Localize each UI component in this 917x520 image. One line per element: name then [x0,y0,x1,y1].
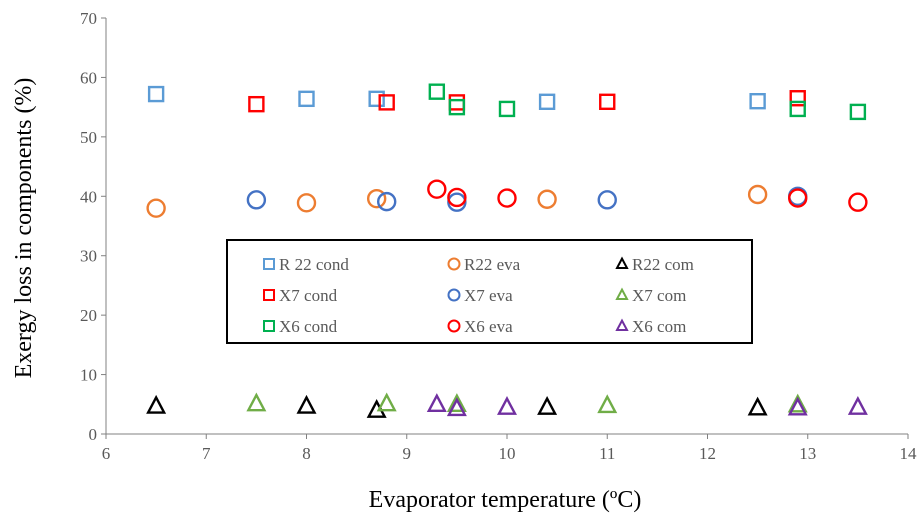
data-point [428,83,446,100]
x-tick-label: 8 [302,444,311,463]
data-point [447,187,467,208]
legend-label: X7 eva [464,286,513,305]
series-r-22-cond [147,85,766,110]
data-point [366,188,387,209]
data-point [497,396,517,415]
data-point [246,190,267,210]
data-point [537,396,558,415]
data-point [599,93,616,110]
legend-label: X6 cond [279,317,338,336]
axes [101,17,909,439]
data-point [597,190,617,210]
legend-label: R 22 cond [279,255,349,274]
series-x7-eva [246,186,808,212]
data-point [497,188,517,208]
y-tick-label: 20 [80,306,97,325]
x-tick-label: 9 [403,444,412,463]
legend-marker [615,318,629,332]
data-point [789,100,806,118]
data-point [498,100,516,118]
data-point [747,396,768,416]
x-tick-label: 12 [699,444,716,463]
data-point [427,179,447,199]
data-point [146,198,166,218]
data-point [147,85,165,103]
y-tick-label: 70 [80,9,97,28]
data-point [376,392,397,412]
legend-marker [615,287,629,301]
data-point [847,396,868,415]
x-tick-label: 13 [799,444,816,463]
legend-marker [615,256,629,270]
data-point [146,394,167,414]
data-point [296,394,317,414]
data-point [246,392,267,412]
y-axis-title: Exergy loss in components (%) [11,78,37,379]
data-point [747,184,768,205]
legend-marker [263,289,275,301]
data-point [788,188,808,208]
legend-marker [447,319,461,333]
data-point [787,396,808,416]
y-tick-label: 0 [89,425,98,444]
x-axis-title: Evaporator temperature (ºC) [369,487,642,513]
data-point [448,98,466,116]
data-point [447,192,467,212]
x-tick-label: 14 [900,444,917,463]
legend-marker [447,257,461,271]
series-r22-com [146,394,768,418]
x-tick-label: 7 [202,444,211,463]
legend-marker [263,320,275,332]
legend: R 22 cond R22 eva R22 com X7 cond X7 eva X7 c… [226,239,753,344]
data-point [538,93,556,110]
legend-marker [447,288,461,302]
y-tick-label: 10 [80,366,97,385]
data-point [426,393,447,412]
data-point [789,90,806,107]
legend-marker [263,258,275,270]
series-x6-com [426,393,868,417]
legend-box [226,239,753,344]
legend-label: R22 eva [464,255,521,274]
legend-label: X6 com [632,317,686,336]
data-point [597,394,618,414]
series-x6-cond [428,83,867,121]
series-r22-eva [146,184,768,218]
data-marks [146,83,868,418]
data-point [849,103,867,121]
data-point [368,90,385,108]
data-point [378,94,395,111]
legend-label: R22 com [632,255,694,274]
y-tick-label: 40 [80,187,97,206]
series-x6-eva [427,179,868,212]
data-point [298,90,315,108]
data-point [377,191,397,212]
x-tick-label: 10 [499,444,516,463]
data-point [749,92,766,110]
data-point [446,397,467,417]
y-tick-label: 50 [80,128,97,147]
x-tick-label: 11 [599,444,615,463]
data-point [448,94,466,111]
series-x7-com [246,392,808,414]
data-point [787,393,808,413]
data-point [248,95,265,113]
y-tick-label: 60 [80,68,97,87]
y-tick-label: 30 [80,247,97,266]
data-point [848,192,868,212]
data-point [537,189,557,209]
legend-label: X7 com [632,286,686,305]
tick-labels: 6 7 8 9 10 11 12 13 14 0 10 20 30 40 50 60 70 [80,9,917,463]
series-x7-cond [248,90,806,113]
legend-label: X7 cond [279,286,338,305]
data-point [296,193,317,213]
legend-label: X6 eva [464,317,513,336]
x-tick-label: 6 [102,444,111,463]
data-point [446,393,467,412]
